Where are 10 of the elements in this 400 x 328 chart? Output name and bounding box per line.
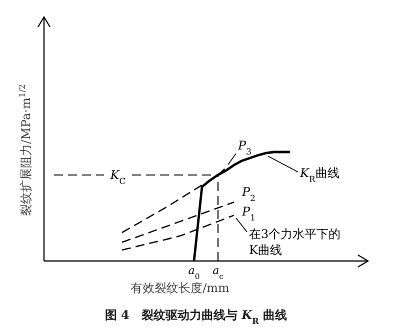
series-label: P$_{3}$: [237, 138, 252, 157]
x-tick-label: a$_{c}$: [212, 264, 224, 280]
series-label: K$_{R}$曲线: [299, 166, 340, 184]
annotation: 在3个力水平下的K曲线: [249, 226, 342, 258]
series-label: P$_{2}$: [241, 185, 256, 204]
x-axis-title: 有效裂纹长度/mm: [130, 281, 230, 295]
text: 图 4 裂纹驱动力曲线与 K$_{R}$ 曲线: [104, 308, 288, 326]
x-tick-label: a$_{0}$: [188, 264, 200, 280]
series-label: P$_{1}$: [241, 204, 256, 222]
ref-line-label: K$_{C}$: [109, 168, 126, 186]
